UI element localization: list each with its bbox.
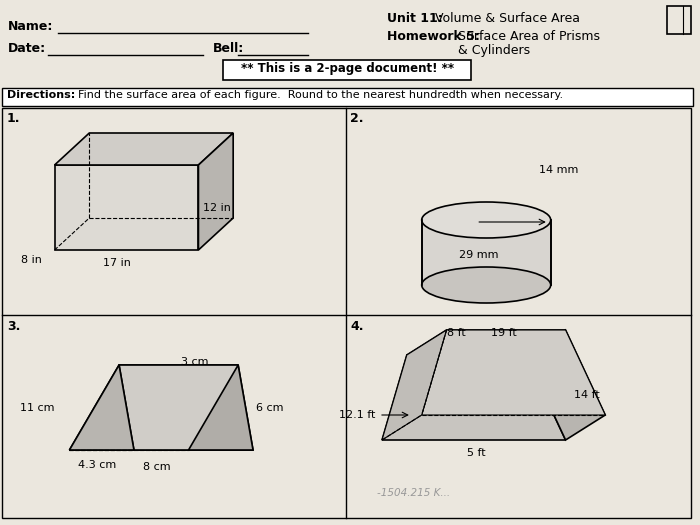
Text: Homework 5:: Homework 5: <box>387 30 484 43</box>
Polygon shape <box>188 365 253 450</box>
Text: & Cylinders: & Cylinders <box>458 44 531 57</box>
Polygon shape <box>119 365 253 450</box>
Text: -1504.215 K...: -1504.215 K... <box>377 488 450 498</box>
Bar <box>667 6 691 34</box>
Polygon shape <box>421 220 551 285</box>
Text: 17 in: 17 in <box>103 258 131 268</box>
Text: 4.3 cm: 4.3 cm <box>78 460 116 470</box>
Bar <box>223 60 471 80</box>
Text: 11 cm: 11 cm <box>20 403 55 413</box>
Text: Find the surface area of each figure.  Round to the nearest hundredth when neces: Find the surface area of each figure. Ro… <box>71 90 564 100</box>
Ellipse shape <box>421 202 551 238</box>
Text: Date:: Date: <box>8 42 46 55</box>
Text: 6 cm: 6 cm <box>256 403 284 413</box>
Polygon shape <box>421 330 606 415</box>
Text: Name:: Name: <box>8 20 53 33</box>
Text: 5 ft: 5 ft <box>467 448 486 458</box>
Text: 8 cm: 8 cm <box>143 462 171 472</box>
Text: 8 ft: 8 ft <box>447 328 466 338</box>
Polygon shape <box>55 165 199 250</box>
Polygon shape <box>526 330 606 440</box>
Text: 19 ft: 19 ft <box>491 328 517 338</box>
Text: 14 mm: 14 mm <box>539 165 578 175</box>
Ellipse shape <box>421 267 551 303</box>
Polygon shape <box>55 133 233 165</box>
Polygon shape <box>69 365 134 450</box>
Text: 8 in: 8 in <box>21 255 42 265</box>
Text: 14 ft: 14 ft <box>573 390 599 400</box>
Text: 3 cm: 3 cm <box>181 357 208 367</box>
Polygon shape <box>407 330 566 355</box>
Text: 1.: 1. <box>7 112 20 125</box>
Bar <box>2 88 692 106</box>
Bar <box>2 108 691 518</box>
Text: Directions:: Directions: <box>7 90 75 100</box>
Text: 12.1 ft: 12.1 ft <box>339 410 375 420</box>
Text: 3.: 3. <box>7 320 20 333</box>
Polygon shape <box>382 355 566 440</box>
Text: Surface Area of Prisms: Surface Area of Prisms <box>458 30 601 43</box>
Text: Bell:: Bell: <box>214 42 244 55</box>
Text: ** This is a 2-page document! **: ** This is a 2-page document! ** <box>241 62 454 75</box>
Text: 29 mm: 29 mm <box>458 250 498 260</box>
Text: Unit 11:: Unit 11: <box>387 12 447 25</box>
Text: 12 in: 12 in <box>204 203 231 213</box>
Polygon shape <box>199 133 233 250</box>
Text: Volume & Surface Area: Volume & Surface Area <box>435 12 580 25</box>
Text: 4.: 4. <box>350 320 364 333</box>
Text: 2.: 2. <box>350 112 364 125</box>
Polygon shape <box>69 365 238 450</box>
Polygon shape <box>382 330 447 440</box>
